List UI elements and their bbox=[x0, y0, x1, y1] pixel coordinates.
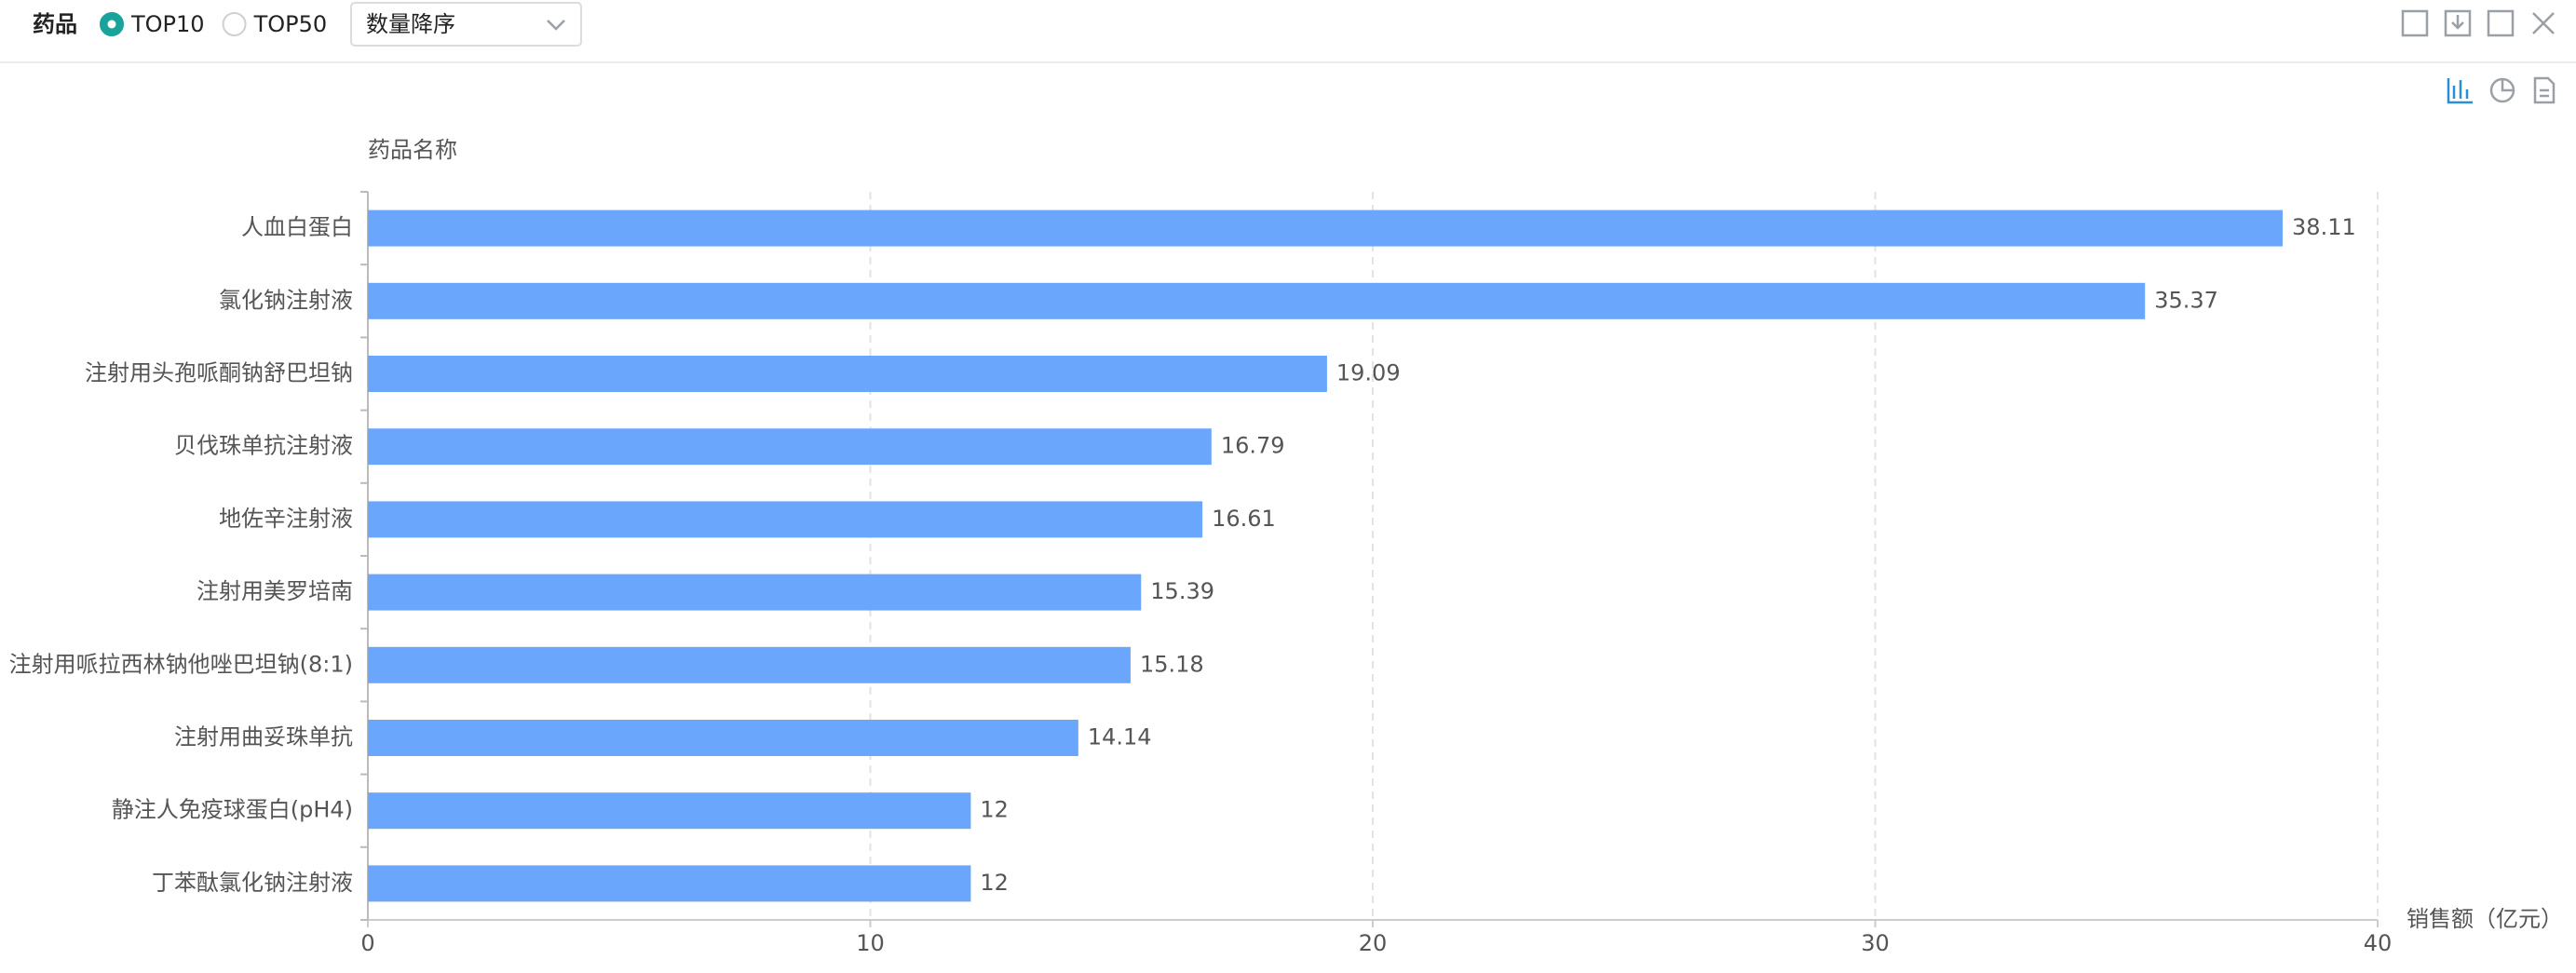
radio-group: TOP10 TOP50 bbox=[100, 11, 328, 37]
open-icon[interactable] bbox=[2487, 9, 2515, 37]
value-label: 15.18 bbox=[1140, 651, 1204, 677]
radio-label: TOP10 bbox=[130, 11, 205, 37]
y-tick-label: 注射用曲妥珠单抗 bbox=[174, 724, 353, 750]
sort-select[interactable] bbox=[350, 2, 582, 47]
chart-type-switch bbox=[2447, 76, 2556, 104]
bar bbox=[368, 574, 1142, 611]
value-label: 16.61 bbox=[1212, 506, 1276, 532]
x-axis-title: 销售额（亿元） bbox=[2407, 906, 2563, 932]
value-label: 14.14 bbox=[1088, 724, 1152, 750]
y-tick-label: 静注人免疫球蛋白(pH4) bbox=[112, 797, 353, 823]
select-chevron bbox=[547, 20, 565, 31]
value-label: 38.11 bbox=[2292, 214, 2356, 240]
y-tick-label: 丁苯酞氯化钠注射液 bbox=[152, 870, 353, 896]
bar bbox=[368, 356, 1327, 392]
y-tick-label: 地佐辛注射液 bbox=[219, 506, 353, 532]
window-actions bbox=[2401, 9, 2555, 37]
download-icon[interactable] bbox=[2444, 9, 2472, 37]
fullscreen-icon[interactable] bbox=[2401, 9, 2429, 37]
radio[interactable] bbox=[222, 12, 247, 36]
value-label: 12 bbox=[980, 797, 1009, 823]
radio-dot bbox=[107, 20, 116, 29]
pie-slice bbox=[2501, 79, 2514, 92]
value-label: 35.37 bbox=[2154, 287, 2218, 313]
x-tick-label: 10 bbox=[856, 930, 885, 956]
y-tick-label: 人血白蛋白 bbox=[241, 214, 353, 240]
bar bbox=[368, 865, 971, 902]
y-tick-label: 注射用哌拉西林钠他唑巴坦钠(8:1) bbox=[9, 651, 353, 677]
y-tick-label: 注射用头孢哌酮钠舒巴坦钠 bbox=[85, 360, 353, 386]
bar bbox=[368, 792, 971, 830]
bar bbox=[368, 720, 1078, 756]
value-label: 19.09 bbox=[1336, 360, 1401, 386]
bar bbox=[368, 282, 2146, 319]
value-label: 16.79 bbox=[1221, 433, 1285, 459]
value-label: 12 bbox=[980, 870, 1009, 896]
bar-chart-icon[interactable] bbox=[2447, 78, 2473, 104]
radio-label: TOP50 bbox=[253, 11, 328, 37]
toolbar-label: 药品 bbox=[33, 11, 77, 37]
close-icon[interactable] bbox=[2532, 12, 2555, 34]
bar bbox=[368, 209, 2284, 247]
y-tick-label: 注射用美罗培南 bbox=[197, 578, 353, 604]
sort-select-text: 数量降序 bbox=[366, 11, 455, 37]
bar bbox=[368, 501, 1203, 538]
bar bbox=[368, 428, 1212, 466]
y-tick-label: 贝伐珠单抗注射液 bbox=[174, 433, 353, 459]
x-tick-label: 30 bbox=[1861, 930, 1890, 956]
download-arrow bbox=[2451, 15, 2464, 30]
table-icon[interactable] bbox=[2533, 76, 2556, 104]
y-tick-label: 氯化钠注射液 bbox=[219, 287, 353, 313]
chart: 药品名称 销售额（亿元） 0 10 20 30 40 人血白蛋白 38.11 氯化钠注射液 35… bbox=[9, 137, 2563, 956]
value-label: 15.39 bbox=[1150, 578, 1214, 604]
x-tick-label: 0 bbox=[360, 930, 374, 956]
y-axis-title: 药品名称 bbox=[368, 137, 457, 163]
x-tick-label: 20 bbox=[1359, 930, 1388, 956]
x-tick-label: 40 bbox=[2364, 930, 2393, 956]
bar bbox=[368, 646, 1131, 683]
